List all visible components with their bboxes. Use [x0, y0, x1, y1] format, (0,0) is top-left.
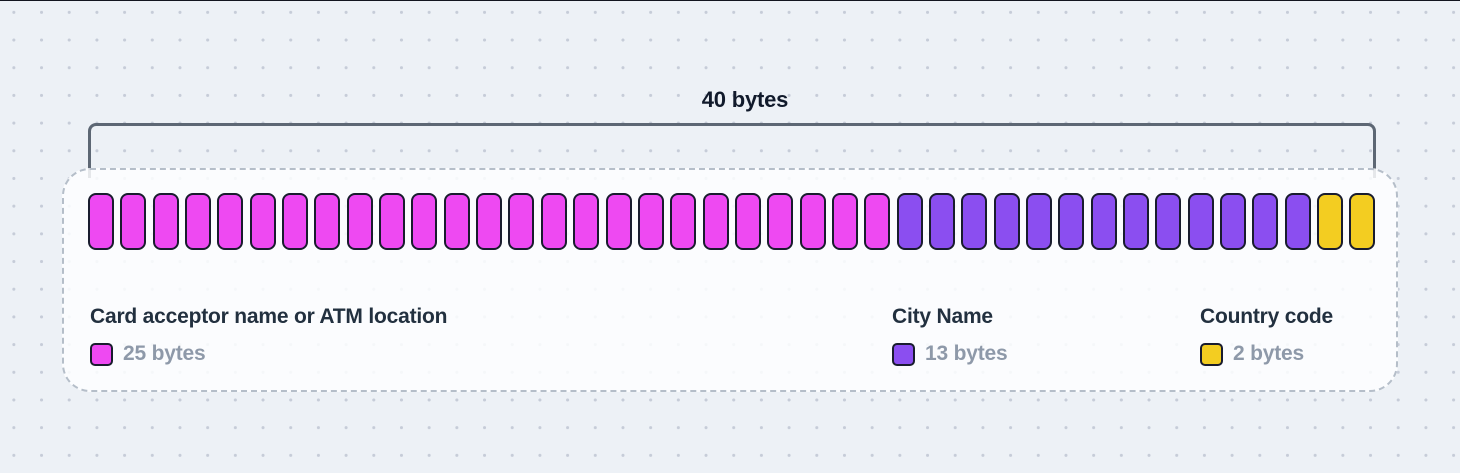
legend-card-acceptor-row: 25 bytes — [90, 342, 447, 366]
byte-block — [185, 193, 212, 250]
byte-block — [1317, 193, 1344, 250]
byte-block — [249, 193, 276, 250]
byte-block — [346, 193, 373, 250]
byte-block — [314, 193, 341, 250]
byte-block — [702, 193, 729, 250]
byte-block — [88, 193, 114, 250]
byte-block — [799, 193, 826, 250]
byte-block — [120, 193, 147, 250]
byte-block — [1058, 193, 1085, 250]
legend-card-acceptor: Card acceptor name or ATM location 25 by… — [90, 304, 447, 366]
byte-block — [734, 193, 761, 250]
card-acceptor-color-swatch — [90, 342, 113, 366]
byte-block — [1284, 193, 1311, 250]
byte-block — [443, 193, 470, 250]
top-edge-line — [0, 0, 1460, 1]
legend-city-name-title: City Name — [892, 305, 993, 328]
byte-blocks-row — [88, 193, 1376, 250]
byte-block — [1123, 193, 1149, 250]
byte-block — [831, 193, 858, 250]
city-name-color-swatch — [892, 342, 915, 366]
byte-block — [670, 193, 697, 250]
byte-block — [1220, 193, 1247, 250]
byte-block — [605, 193, 632, 250]
byte-block — [1349, 193, 1376, 250]
byte-block — [573, 193, 600, 250]
byte-fields-panel: Card acceptor name or ATM location 25 by… — [62, 168, 1398, 392]
byte-block — [411, 193, 438, 250]
byte-block — [896, 193, 923, 250]
country-code-color-swatch — [1200, 342, 1223, 366]
byte-block — [282, 193, 309, 250]
legend-card-acceptor-title: Card acceptor name or ATM location — [90, 305, 448, 328]
byte-block — [767, 193, 794, 250]
byte-block — [152, 193, 179, 250]
total-bytes-label: 40 bytes — [701, 87, 789, 112]
byte-block — [864, 193, 891, 250]
byte-block — [1090, 193, 1117, 250]
legend-country-code-row: 2 bytes — [1200, 342, 1333, 366]
total-bytes-bracket — [88, 123, 1376, 178]
byte-block — [1025, 193, 1052, 250]
byte-block — [508, 193, 535, 250]
byte-block — [217, 193, 244, 250]
legend-city-name: City Name 13 bytes — [892, 304, 1008, 366]
byte-block — [637, 193, 664, 250]
byte-block — [993, 193, 1020, 250]
legend-country-code-title: Country code — [1200, 305, 1333, 328]
byte-block — [961, 193, 988, 250]
byte-block — [1155, 193, 1182, 250]
byte-block — [540, 193, 567, 250]
byte-block — [1187, 193, 1214, 250]
byte-block — [476, 193, 503, 250]
country-code-bytes-label: 2 bytes — [1233, 342, 1304, 365]
card-acceptor-bytes-label: 25 bytes — [123, 342, 206, 365]
city-name-bytes-label: 13 bytes — [925, 342, 1008, 365]
byte-block — [1252, 193, 1279, 250]
byte-block — [928, 193, 955, 250]
legend-country-code: Country code 2 bytes — [1200, 304, 1333, 366]
legend-city-name-row: 13 bytes — [892, 342, 1008, 366]
byte-block — [379, 193, 406, 250]
